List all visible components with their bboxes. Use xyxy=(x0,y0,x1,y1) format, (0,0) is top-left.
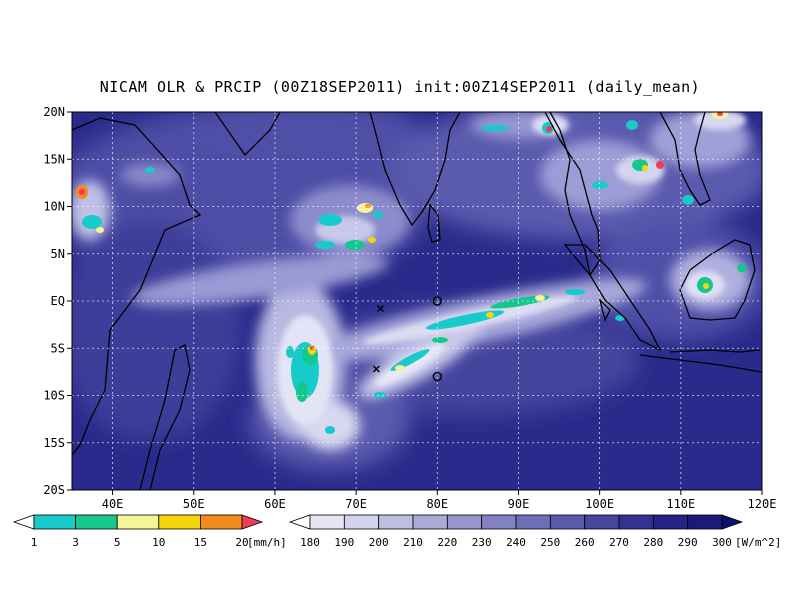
colorbar-bin xyxy=(309,514,345,530)
colorbar-bin xyxy=(199,514,243,530)
axis-ticks: 40E 50E 60E 70E 80E 90E 100E 110E 120E 20N 15N 10N 5… xyxy=(43,105,776,511)
lon-tick-label: 40E xyxy=(102,497,124,511)
lon-tick-label: 70E xyxy=(345,497,367,511)
lon-tick-label: 80E xyxy=(426,497,448,511)
colorbar-label: 220 xyxy=(437,536,457,549)
colorbar-label: 3 xyxy=(72,536,79,549)
colorbar-low-arrow xyxy=(12,514,35,530)
colorbar-unit: [W/m^2] xyxy=(735,536,781,549)
lat-tick-label: 15S xyxy=(43,436,65,450)
colorbar-bin xyxy=(618,514,654,530)
circle-marker xyxy=(432,371,442,382)
precip-colorbar: 1 3 5 10 15 20[mm/h] xyxy=(12,514,287,549)
colorbar-bin xyxy=(687,514,723,530)
lon-tick-label: 120E xyxy=(748,497,777,511)
colorbar-label: 15 xyxy=(194,536,207,549)
cross-marker xyxy=(376,305,384,313)
colorbar-bin xyxy=(116,514,160,530)
lat-tick-label: 20N xyxy=(43,105,65,119)
graticule xyxy=(72,112,762,490)
colorbar-bin xyxy=(584,514,620,530)
lon-tick-label: 50E xyxy=(183,497,205,511)
colorbar-label: 290 xyxy=(678,536,698,549)
colorbar-label: 180 xyxy=(300,536,320,549)
lat-tick-label: 10N xyxy=(43,200,65,214)
colorbar-low-arrow xyxy=(288,514,311,530)
colorbar-high-arrow xyxy=(241,514,264,530)
lon-tick-label: 60E xyxy=(264,497,286,511)
lat-tick-label: 5N xyxy=(51,247,65,261)
colorbar-label: 270 xyxy=(609,536,629,549)
colorbar-bin xyxy=(412,514,448,530)
colorbar-high-arrow xyxy=(721,514,744,530)
lon-tick-label: 110E xyxy=(666,497,695,511)
storm-markers xyxy=(372,296,442,382)
colorbar-label: 20 xyxy=(235,536,248,549)
colorbar-bin xyxy=(446,514,483,530)
colorbar-bin xyxy=(652,514,689,530)
colorbar-label: 230 xyxy=(472,536,492,549)
lat-tick-label: 5S xyxy=(51,341,65,355)
lon-tick-label: 90E xyxy=(508,497,530,511)
colorbar-bin xyxy=(158,514,201,530)
colorbar-bin xyxy=(515,514,551,530)
colorbar-bin xyxy=(75,514,118,530)
olr-colorbar: 180 190 200 210 220 230 240 250 260 270 280 290 300[… xyxy=(288,514,781,549)
colorbar-label: 1 xyxy=(31,536,38,549)
colorbar-label: 280 xyxy=(643,536,663,549)
colorbar-label: 200 xyxy=(369,536,389,549)
colorbar-label: 260 xyxy=(575,536,595,549)
lat-tick-label: EQ xyxy=(51,294,65,308)
colorbar-bin xyxy=(343,514,380,530)
colorbar-bin xyxy=(378,514,414,530)
precip-field xyxy=(76,112,747,434)
lat-tick-label: 20S xyxy=(43,483,65,497)
cross-marker xyxy=(372,365,380,373)
colorbar-label: 210 xyxy=(403,536,423,549)
colorbar-label: 300 xyxy=(712,536,732,549)
coastlines xyxy=(72,112,762,490)
colorbar-bin xyxy=(33,514,76,530)
colorbar-label: 10 xyxy=(152,536,165,549)
lon-tick-label: 100E xyxy=(585,497,614,511)
colorbar-bin xyxy=(481,514,517,530)
circle-marker xyxy=(432,296,442,306)
colorbar-label: 190 xyxy=(334,536,354,549)
lat-tick-label: 15N xyxy=(43,152,65,166)
colorbar-label: 240 xyxy=(506,536,526,549)
colorbar-label: 5 xyxy=(114,536,121,549)
colorbar-unit: [mm/h] xyxy=(247,536,287,549)
colorbar-label: 250 xyxy=(540,536,560,549)
colorbar-bin xyxy=(549,514,586,530)
lat-tick-label: 10S xyxy=(43,389,65,403)
map-title: NICAM OLR & PRCIP (00Z18SEP2011) init:00… xyxy=(99,78,701,96)
olr-field xyxy=(72,112,762,490)
